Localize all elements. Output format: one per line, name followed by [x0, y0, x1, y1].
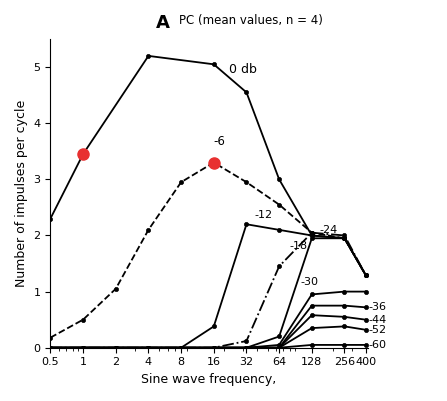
Text: -52: -52	[369, 325, 387, 335]
Text: 0 db: 0 db	[229, 63, 257, 75]
Text: -24: -24	[319, 225, 337, 235]
Text: -18: -18	[290, 241, 308, 251]
Text: -44: -44	[369, 315, 387, 325]
Text: -6: -6	[214, 136, 226, 148]
Text: PC (mean values, n = 4): PC (mean values, n = 4)	[179, 14, 323, 27]
Text: -60: -60	[369, 340, 387, 350]
Y-axis label: Number of impulses per cycle: Number of impulses per cycle	[15, 100, 28, 287]
Text: -36: -36	[369, 302, 387, 312]
Text: A: A	[156, 14, 170, 32]
Text: -12: -12	[255, 210, 273, 220]
X-axis label: Sine wave frequency,: Sine wave frequency,	[142, 373, 277, 386]
Text: -30: -30	[300, 277, 318, 287]
